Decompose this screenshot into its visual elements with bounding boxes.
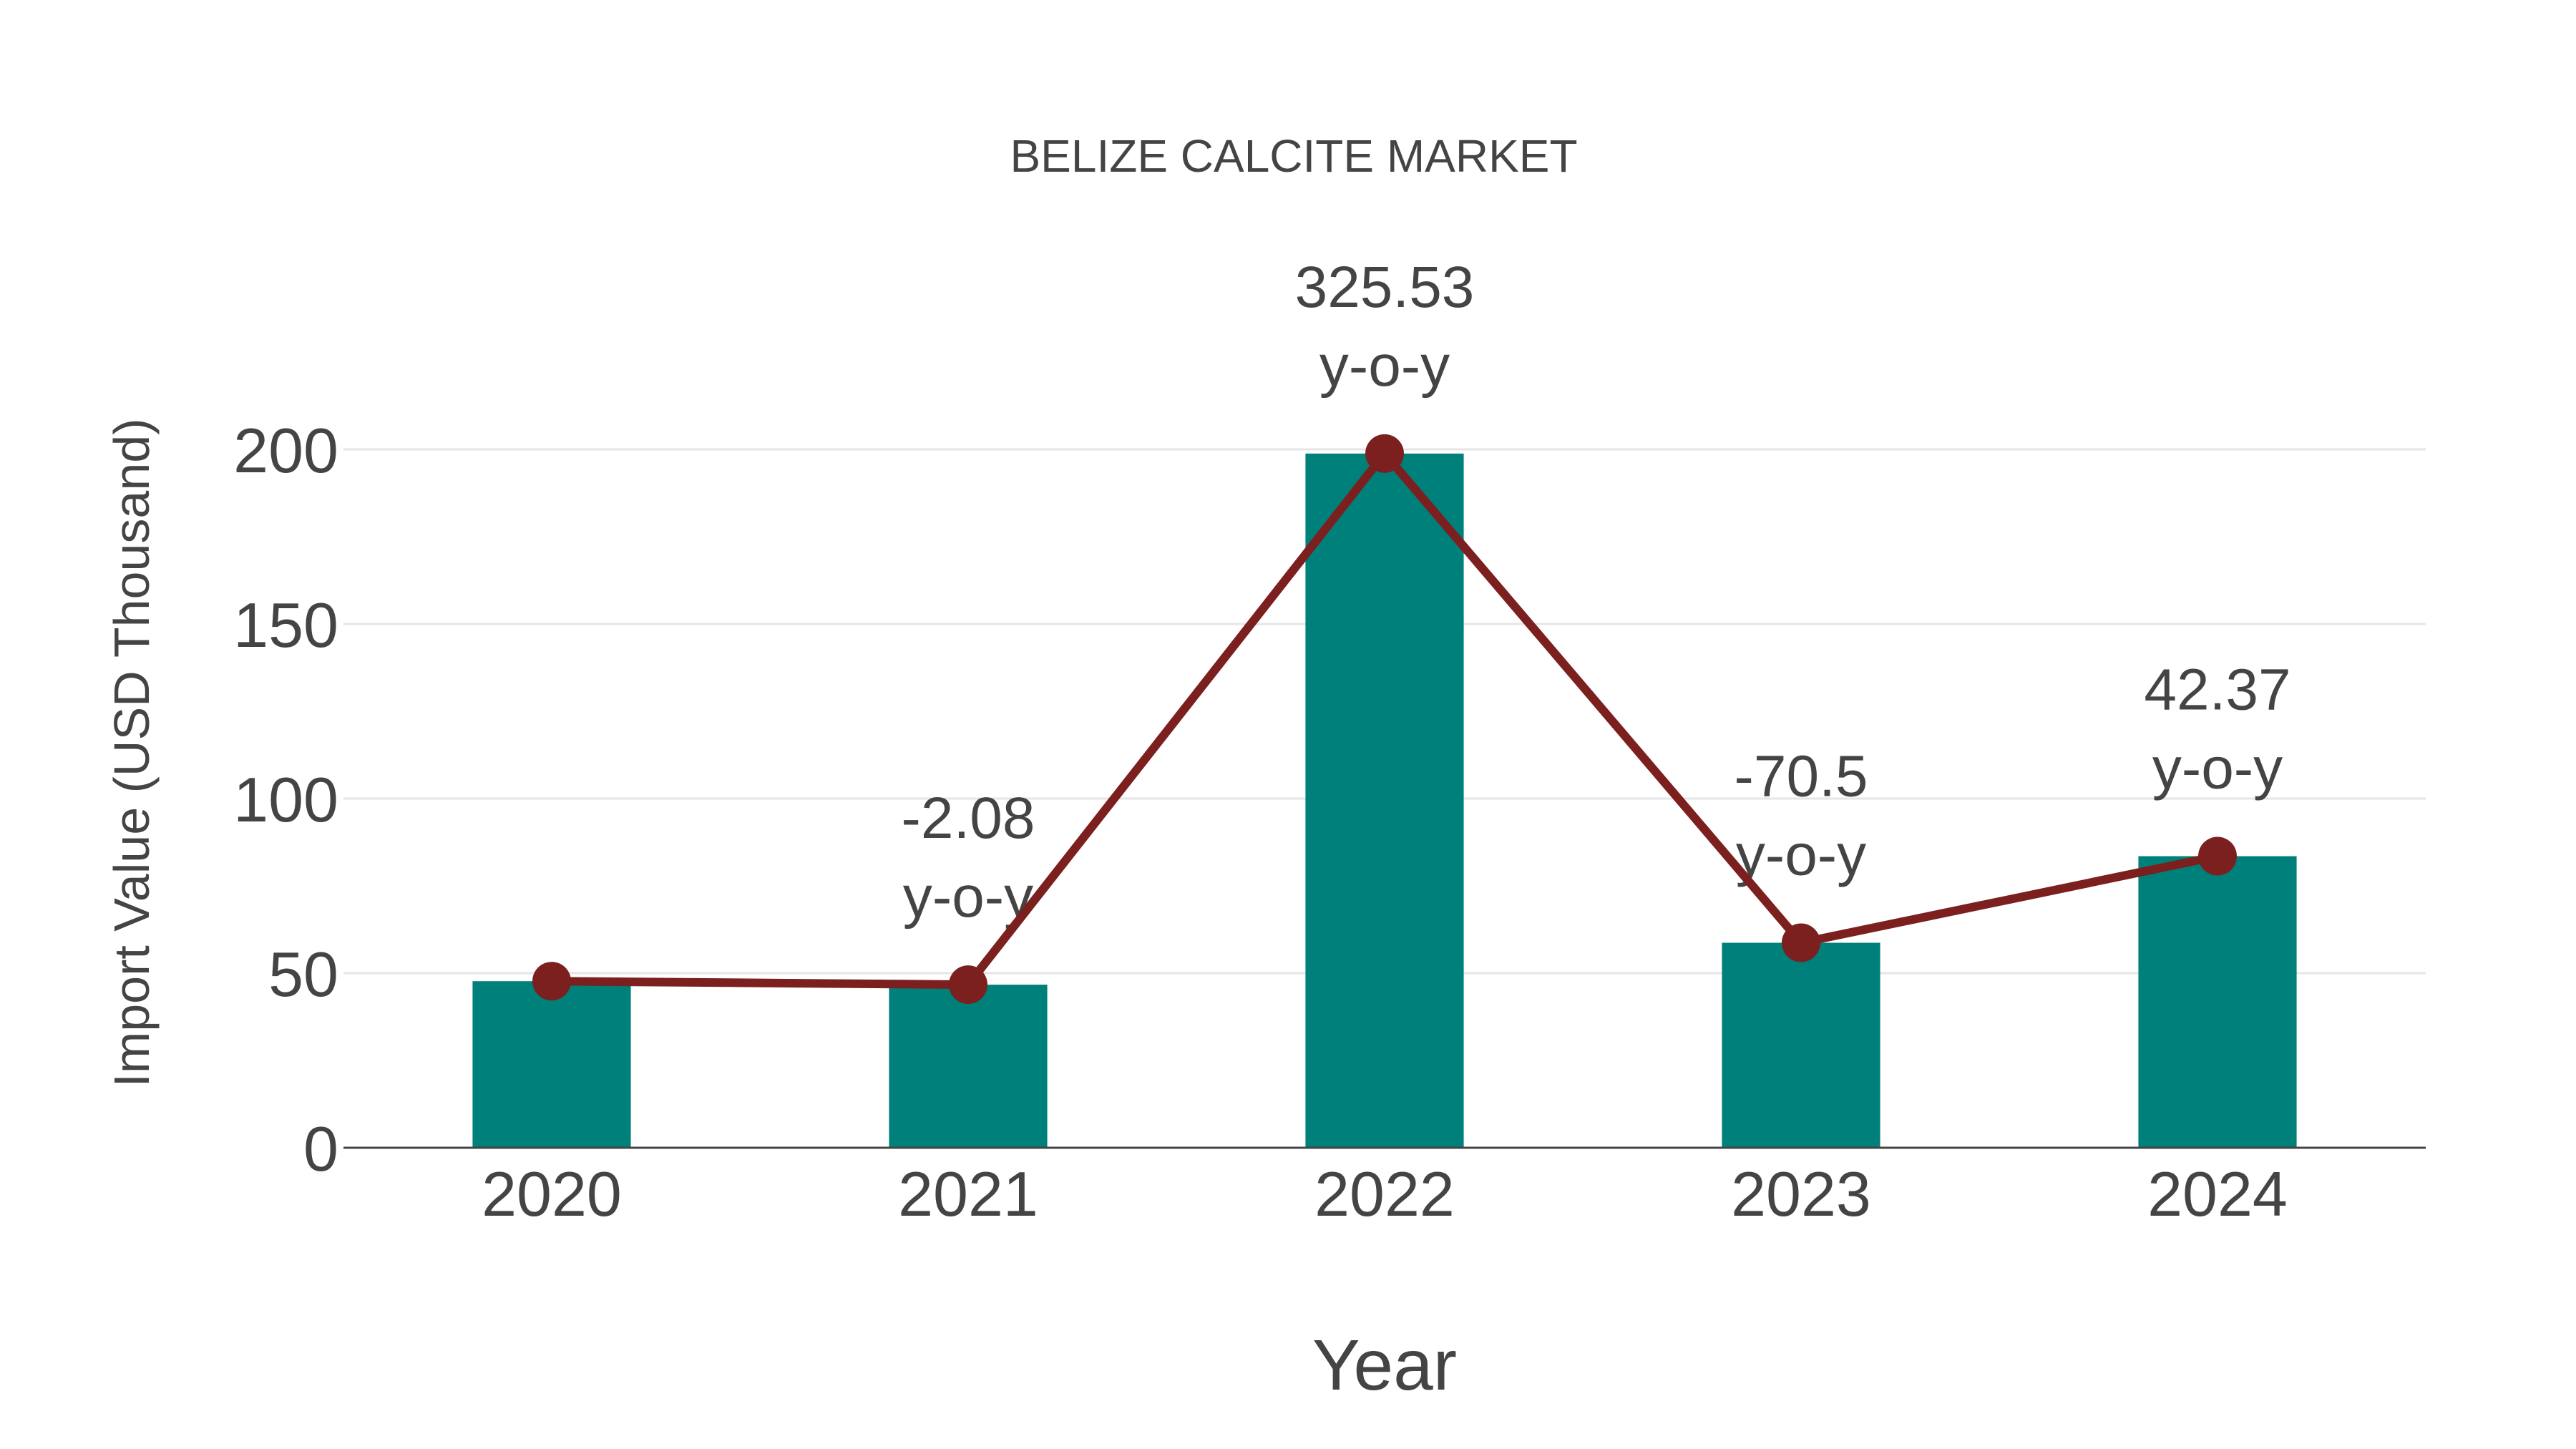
line-marker-2022	[1365, 434, 1404, 473]
chart-title: BELIZE CALCITE MARKET	[1010, 130, 1577, 182]
yoy-suffix: y-o-y	[1319, 333, 1450, 399]
yoy-suffix: y-o-y	[1736, 823, 1866, 888]
y-axis-title: Import Value (USD Thousand)	[104, 418, 160, 1087]
x-axis-title: Year	[1312, 1325, 1457, 1405]
y-tick-label: 50	[268, 939, 338, 1010]
x-tick-label: 2020	[482, 1158, 622, 1229]
line-marker-2020	[532, 962, 571, 1001]
yoy-annotation: -2.08 y-o-y	[902, 786, 1035, 930]
annotations: -2.08 y-o-y 325.53 y-o-y -70.5 y-o-y 42.37 y-o-…	[902, 255, 2291, 930]
bar-2021	[889, 985, 1048, 1148]
bar-2023	[1722, 942, 1880, 1148]
y-tick-label: 200	[233, 415, 338, 486]
x-tick-label: 2023	[1731, 1158, 1871, 1229]
yoy-annotation: -70.5 y-o-y	[1735, 744, 1868, 888]
x-tick-label: 2022	[1314, 1158, 1455, 1229]
x-tick-label: 2021	[898, 1158, 1038, 1229]
yoy-value: -2.08	[902, 786, 1035, 851]
y-tick-label: 0	[303, 1113, 338, 1184]
trend-line	[532, 434, 2237, 1005]
y-axis-ticks: 0 50 100 150 200	[233, 415, 338, 1184]
line-marker-2023	[1782, 923, 1820, 962]
yoy-annotation: 325.53 y-o-y	[1295, 255, 1475, 399]
bar-2024	[2138, 856, 2297, 1148]
y-tick-label: 100	[233, 764, 338, 835]
yoy-value: 42.37	[2144, 658, 2290, 723]
yoy-annotation: 42.37 y-o-y	[2144, 658, 2290, 801]
line-marker-2021	[949, 965, 987, 1005]
yoy-suffix: y-o-y	[903, 864, 1033, 930]
x-tick-label: 2024	[2147, 1158, 2288, 1229]
y-tick-label: 150	[233, 590, 338, 660]
yoy-value: 325.53	[1295, 255, 1475, 320]
bar-2022	[1305, 453, 1464, 1148]
yoy-suffix: y-o-y	[2152, 736, 2283, 801]
bars	[472, 453, 2297, 1148]
bar-2020	[472, 981, 631, 1148]
line-marker-2024	[2198, 836, 2237, 876]
x-axis-ticks: 2020 2021 2022 2023 2024	[482, 1158, 2288, 1229]
yoy-value: -70.5	[1735, 744, 1868, 809]
